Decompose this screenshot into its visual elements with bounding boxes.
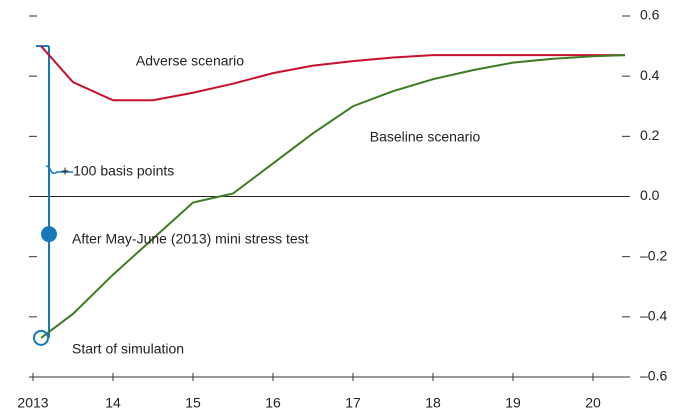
point-label: After May-June (2013) mini stress test [72, 231, 309, 247]
y-tick-label: 0.6 [640, 7, 660, 23]
y-tick-label: 0.2 [640, 127, 660, 143]
series-line [40, 54, 626, 339]
point-open [33, 329, 49, 346]
annotation: + 100 basis points [61, 163, 174, 179]
x-tick-label: 2013 [17, 395, 48, 411]
x-tick-label: 18 [425, 395, 441, 411]
y-tick-label: –0.4 [640, 308, 667, 324]
y-tick-label: –0.2 [640, 247, 667, 263]
y-tick-label: 0.0 [640, 187, 660, 203]
x-tick-label: 14 [105, 395, 121, 411]
y-tick-label: –0.6 [640, 368, 667, 384]
series-line [40, 45, 625, 102]
brace [45, 165, 73, 175]
series-label: Adverse scenario [136, 53, 244, 69]
series-label: Baseline scenario [370, 129, 481, 145]
y-tick-label: 0.4 [640, 67, 660, 83]
x-tick-label: 17 [345, 395, 361, 411]
x-tick-label: 15 [185, 395, 201, 411]
point-filled [41, 226, 57, 243]
x-tick-label: 16 [265, 395, 281, 411]
point-label: Start of simulation [72, 341, 184, 357]
x-tick-label: 20 [585, 395, 601, 411]
x-tick-label: 19 [505, 395, 521, 411]
